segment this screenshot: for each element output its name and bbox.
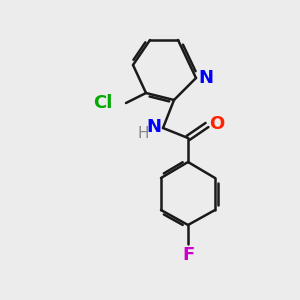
Text: N: N (198, 69, 213, 87)
Text: H: H (137, 125, 149, 140)
Text: O: O (209, 115, 224, 133)
Text: F: F (182, 246, 194, 264)
Text: Cl: Cl (93, 94, 112, 112)
Text: N: N (146, 118, 161, 136)
